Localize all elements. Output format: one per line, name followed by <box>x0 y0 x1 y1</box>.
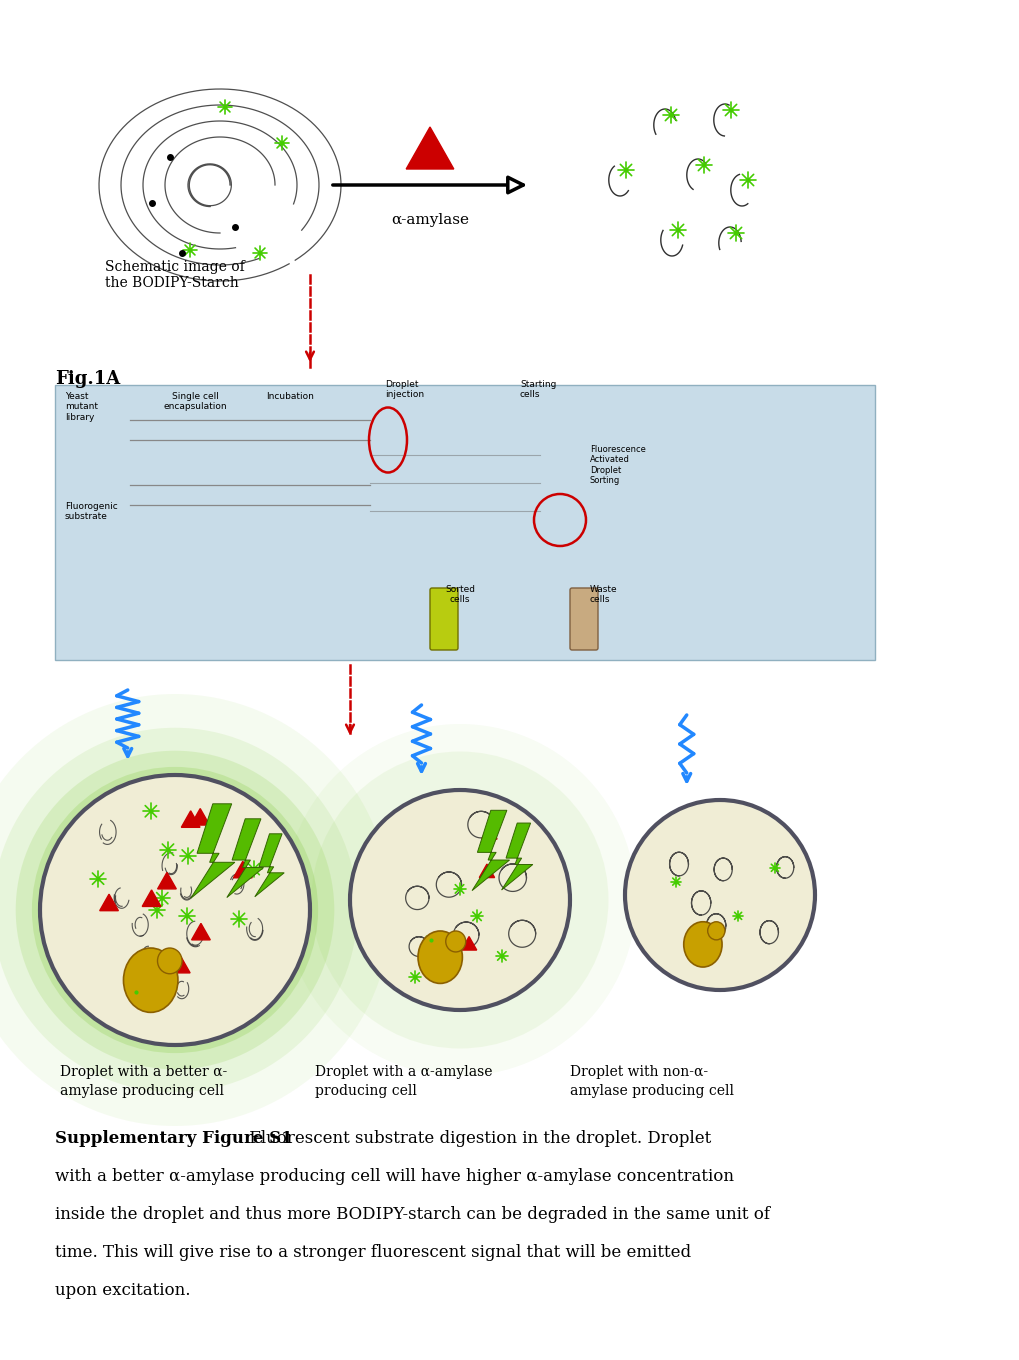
Text: Fluorescence
Activated
Droplet
Sorting: Fluorescence Activated Droplet Sorting <box>589 445 645 486</box>
Polygon shape <box>226 819 263 898</box>
Polygon shape <box>171 956 190 972</box>
Text: Droplet
injection: Droplet injection <box>384 379 424 400</box>
Ellipse shape <box>123 948 177 1012</box>
Circle shape <box>350 790 570 1010</box>
Text: upon excitation.: upon excitation. <box>55 1282 191 1299</box>
Text: Fluorescent substrate digestion in the droplet. Droplet: Fluorescent substrate digestion in the d… <box>244 1130 710 1146</box>
Text: Incubation: Incubation <box>266 392 314 401</box>
Polygon shape <box>100 894 118 911</box>
Circle shape <box>0 694 390 1126</box>
Polygon shape <box>472 811 510 891</box>
Polygon shape <box>481 826 496 839</box>
FancyBboxPatch shape <box>430 588 458 650</box>
Circle shape <box>283 724 636 1076</box>
Text: Sorted
cells: Sorted cells <box>444 585 475 604</box>
Polygon shape <box>181 811 200 827</box>
Polygon shape <box>255 834 284 896</box>
Text: Single cell
encapsulation: Single cell encapsulation <box>163 392 226 411</box>
Polygon shape <box>233 861 252 877</box>
Circle shape <box>32 767 318 1053</box>
Circle shape <box>625 800 814 990</box>
Circle shape <box>0 728 357 1092</box>
Polygon shape <box>158 872 176 889</box>
Text: Droplet with non-α-
amylase producing cell: Droplet with non-α- amylase producing ce… <box>570 1065 734 1099</box>
Ellipse shape <box>418 932 462 983</box>
Text: α-amylase: α-amylase <box>390 214 469 227</box>
Text: Schematic image of
the BODIPY-Starch: Schematic image of the BODIPY-Starch <box>105 260 245 290</box>
Polygon shape <box>501 823 532 889</box>
Polygon shape <box>479 864 494 877</box>
Polygon shape <box>406 126 453 169</box>
Polygon shape <box>191 804 234 899</box>
Text: with a better α-amylase producing cell will have higher α-amylase concentration: with a better α-amylase producing cell w… <box>55 1168 734 1185</box>
Ellipse shape <box>707 922 725 940</box>
FancyBboxPatch shape <box>570 588 597 650</box>
Polygon shape <box>142 889 161 907</box>
Circle shape <box>15 751 334 1069</box>
Polygon shape <box>191 809 209 826</box>
Text: Waste
cells: Waste cells <box>589 585 618 604</box>
Polygon shape <box>192 923 210 940</box>
Text: Droplet with a α-amylase
producing cell: Droplet with a α-amylase producing cell <box>315 1065 492 1099</box>
FancyBboxPatch shape <box>55 385 874 660</box>
Polygon shape <box>461 937 476 951</box>
Ellipse shape <box>157 948 181 974</box>
Text: time. This will give rise to a stronger fluorescent signal that will be emitted: time. This will give rise to a stronger … <box>55 1244 691 1261</box>
Text: Droplet with a better α-
amylase producing cell: Droplet with a better α- amylase produci… <box>60 1065 227 1099</box>
Circle shape <box>311 752 608 1049</box>
Text: Starting
cells: Starting cells <box>520 379 555 400</box>
Text: Yeast
mutant
library: Yeast mutant library <box>65 392 98 422</box>
Polygon shape <box>445 941 461 955</box>
Ellipse shape <box>445 932 466 952</box>
Text: Supplementary Figure S1: Supplementary Figure S1 <box>55 1130 292 1146</box>
Text: Fig.1A: Fig.1A <box>55 370 120 388</box>
Text: inside the droplet and thus more BODIPY-starch can be degraded in the same unit : inside the droplet and thus more BODIPY-… <box>55 1206 769 1223</box>
Circle shape <box>40 775 310 1044</box>
Ellipse shape <box>683 922 721 967</box>
Text: Fluorogenic
substrate: Fluorogenic substrate <box>65 502 117 521</box>
